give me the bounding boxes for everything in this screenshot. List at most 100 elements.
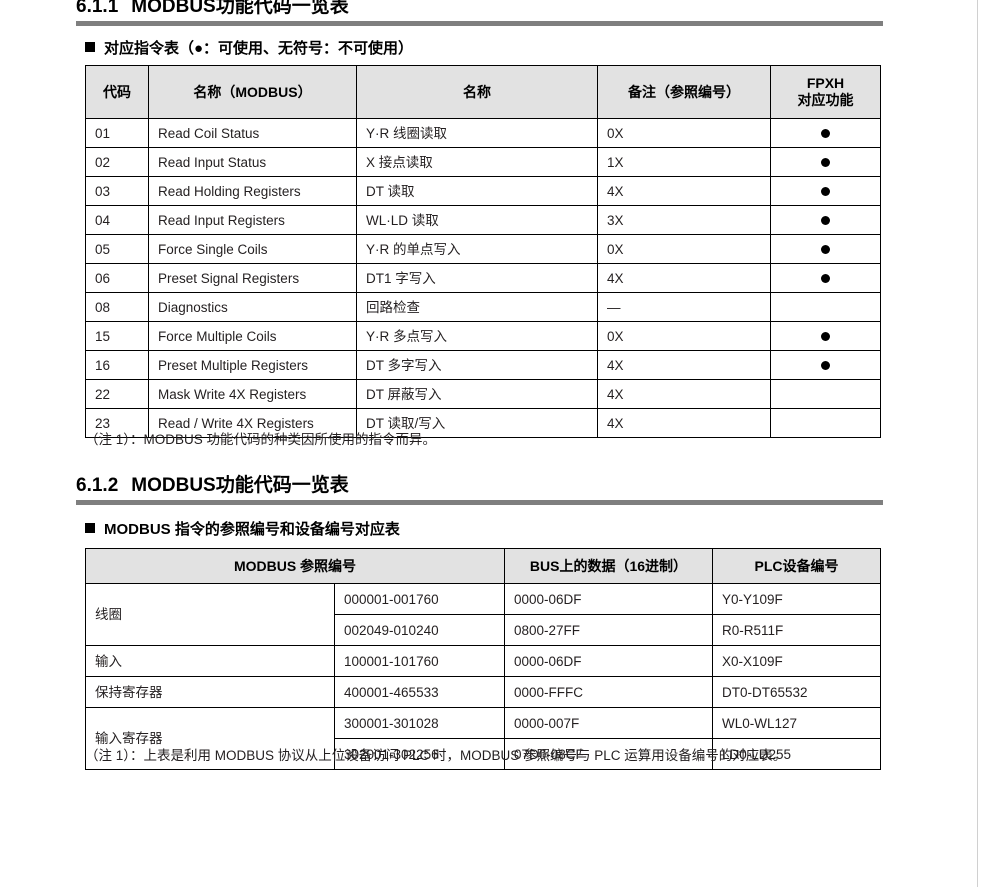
table-row: 03 Read Holding Registers DT 读取 4X xyxy=(85,176,881,206)
header-modbus-name: 名称（MODBUS） xyxy=(148,65,357,119)
section-heading-611: 6.1.1 MODBUS功能代码一览表 xyxy=(76,0,883,26)
cell-code: 03 xyxy=(85,176,149,206)
header-fpxh-line1: FPXH xyxy=(806,75,845,91)
cell-bus-data: 07D0-08CF xyxy=(504,738,713,770)
cell-bus-data: 0000-06DF xyxy=(504,645,713,677)
cell-name: Y·R 线圈读取 xyxy=(356,118,598,148)
table-row: 002049-010240 0800-27FF R0-R511F xyxy=(86,614,881,646)
header-code: 代码 xyxy=(85,65,149,119)
cell-plc-device: DT0-DT65532 xyxy=(712,676,881,708)
cell-fpxh-support xyxy=(770,321,881,351)
header-plc-device: PLC设备编号 xyxy=(712,548,881,584)
cell-bus-data: 0000-FFFC xyxy=(504,676,713,708)
table-row: 线圈 000001-001760 0000-06DF Y0-Y109F xyxy=(85,583,881,646)
cell-name: DT 多字写入 xyxy=(356,350,598,380)
table-function-codes: 代码 名称（MODBUS） 名称 备注（参照编号） FPXH 对应功能 01 Re… xyxy=(85,65,881,438)
cell-reference-number: 000001-001760 xyxy=(334,583,505,615)
table-row: 01 Read Coil Status Y·R 线圈读取 0X xyxy=(85,118,881,148)
table-row: 16 Preset Multiple Registers DT 多字写入 4X xyxy=(85,350,881,380)
table-function-codes-body: 01 Read Coil Status Y·R 线圈读取 0X 02 Read Input… xyxy=(85,118,881,438)
table-header-row: MODBUS 参照编号 BUS上的数据（16进制） PLC设备编号 xyxy=(85,548,881,584)
cell-group-label: 保持寄存器 xyxy=(85,676,335,708)
header-name: 名称 xyxy=(356,65,598,119)
cell-fpxh-support xyxy=(770,350,881,380)
cell-bus-data: 0800-27FF xyxy=(504,614,713,646)
subheading-text-612: MODBUS 指令的参照编号和设备编号对应表 xyxy=(104,521,400,538)
cell-remark: 1X xyxy=(597,147,771,177)
cell-code: 23 xyxy=(85,408,149,438)
cell-modbus-name: Diagnostics xyxy=(148,292,357,322)
cell-plc-device: X0-X109F xyxy=(712,645,881,677)
page-edge-line xyxy=(977,0,978,887)
table-row: 04 Read Input Registers WL·LD 读取 3X xyxy=(85,205,881,235)
cell-name: WL·LD 读取 xyxy=(356,205,598,235)
header-modbus-reference: MODBUS 参照编号 xyxy=(85,548,505,584)
cell-code: 15 xyxy=(85,321,149,351)
cell-remark: 3X xyxy=(597,205,771,235)
cell-reference-number: 100001-101760 xyxy=(334,645,505,677)
section-rule-611 xyxy=(76,21,883,26)
cell-bus-data: 0000-06DF xyxy=(504,583,713,615)
table-header-row: 代码 名称（MODBUS） 名称 备注（参照编号） FPXH 对应功能 xyxy=(85,65,881,119)
cell-code: 06 xyxy=(85,263,149,293)
cell-name: 回路检查 xyxy=(356,292,598,322)
table-row: 输入寄存器 300001-301028 0000-007F WL0-WL127 xyxy=(85,707,881,770)
cell-fpxh-support xyxy=(770,263,881,293)
note-612: （注 1）：上表是利用 MODBUS 协议从上位设备访问 PLC 时，MODBU… xyxy=(85,748,787,763)
cell-remark: 4X xyxy=(597,263,771,293)
cell-name: Y·R 的单点写入 xyxy=(356,234,598,264)
cell-modbus-name: Read Holding Registers xyxy=(148,176,357,206)
cell-code: 22 xyxy=(85,379,149,409)
table-row: 输入 100001-101760 0000-06DF X0-X109F xyxy=(85,645,881,677)
cell-name: DT1 字写入 xyxy=(356,263,598,293)
subheading-text-611: 对应指令表（●：可使用、无符号：不可使用） xyxy=(104,40,414,57)
subheading-function-code-table: 对应指令表（●：可使用、无符号：不可使用） xyxy=(85,40,413,58)
table-row: 保持寄存器 400001-465533 0000-FFFC DT0-DT65532 xyxy=(85,676,881,708)
cell-plc-device: R0-R511F xyxy=(712,614,881,646)
cell-reference-number: 302001-302256 xyxy=(334,738,505,770)
cell-modbus-name: Read Input Status xyxy=(148,147,357,177)
supported-dot-icon xyxy=(821,215,830,225)
cell-code: 08 xyxy=(85,292,149,322)
cell-reference-number: 300001-301028 xyxy=(334,707,505,739)
supported-dot-icon xyxy=(821,360,830,370)
section-rule-612 xyxy=(76,500,883,505)
cell-remark: 4X xyxy=(597,408,771,438)
cell-remark: 4X xyxy=(597,176,771,206)
cell-modbus-name: Read / Write 4X Registers xyxy=(148,408,357,438)
cell-remark: 4X xyxy=(597,379,771,409)
cell-modbus-name: Force Multiple Coils xyxy=(148,321,357,351)
cell-code: 05 xyxy=(85,234,149,264)
subheading-reference-number-table: MODBUS 指令的参照编号和设备编号对应表 xyxy=(85,521,400,539)
cell-modbus-name: Mask Write 4X Registers xyxy=(148,379,357,409)
supported-dot-icon xyxy=(821,157,830,167)
table-row: 06 Preset Signal Registers DT1 字写入 4X xyxy=(85,263,881,293)
cell-fpxh-support xyxy=(770,118,881,148)
table-row: 02 Read Input Status X 接点读取 1X xyxy=(85,147,881,177)
cell-remark: 0X xyxy=(597,321,771,351)
cell-modbus-name: Force Single Coils xyxy=(148,234,357,264)
table-row: 08 Diagnostics 回路检查 — xyxy=(85,292,881,322)
cell-fpxh-support xyxy=(770,147,881,177)
cell-plc-device: Y0-Y109F xyxy=(712,583,881,615)
cell-name: X 接点读取 xyxy=(356,147,598,177)
table-reference-numbers: MODBUS 参照编号 BUS上的数据（16进制） PLC设备编号 线圈 0000… xyxy=(85,548,881,770)
cell-code: 16 xyxy=(85,350,149,380)
cell-remark: 4X xyxy=(597,350,771,380)
cell-modbus-name: Read Coil Status xyxy=(148,118,357,148)
square-bullet-icon xyxy=(85,523,95,533)
supported-dot-icon xyxy=(821,331,830,341)
cell-modbus-name: Read Input Registers xyxy=(148,205,357,235)
section-heading-612: 6.1.2 MODBUS功能代码一览表 xyxy=(76,475,883,505)
table-row: 302001-302256 07D0-08CF LD0-LD255 xyxy=(86,738,881,770)
cell-fpxh-support xyxy=(770,408,881,438)
square-bullet-icon xyxy=(85,42,95,52)
section-title-612: 6.1.2 MODBUS功能代码一览表 xyxy=(76,475,883,497)
cell-fpxh-support xyxy=(770,379,881,409)
note-611: （注 1）：MODBUS 功能代码的种类因所使用的指令而异。 xyxy=(85,432,437,447)
header-fpxh-line2: 对应功能 xyxy=(797,92,854,108)
section-title-text-612: MODBUS功能代码一览表 xyxy=(131,475,349,496)
section-title-text-611: MODBUS功能代码一览表 xyxy=(131,0,349,17)
supported-dot-icon xyxy=(821,273,830,283)
